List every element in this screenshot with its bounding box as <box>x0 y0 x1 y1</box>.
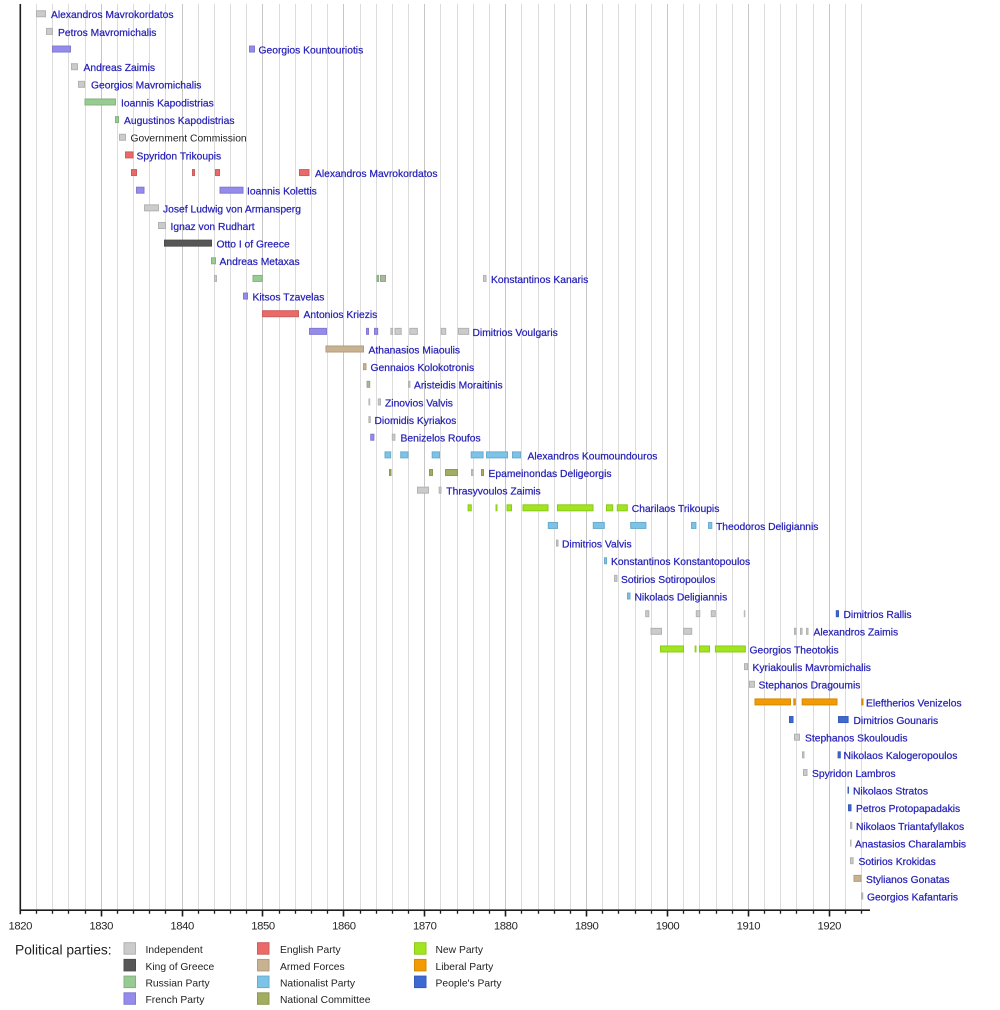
svg-text:Georgios Kafantaris: Georgios Kafantaris <box>867 892 958 903</box>
svg-text:Spyridon Lambros: Spyridon Lambros <box>812 769 896 780</box>
svg-text:Dimitrios Gounaris: Dimitrios Gounaris <box>854 716 939 727</box>
svg-text:Stephanos Skouloudis: Stephanos Skouloudis <box>805 734 907 745</box>
svg-text:Diomidis Kyriakos: Diomidis Kyriakos <box>375 416 457 427</box>
svg-text:Kitsos Tzavelas: Kitsos Tzavelas <box>253 292 325 303</box>
svg-text:Anastasios Charalambis: Anastasios Charalambis <box>855 839 966 850</box>
svg-text:1820: 1820 <box>9 920 33 932</box>
svg-text:People's Party: People's Party <box>436 979 503 990</box>
svg-text:1840: 1840 <box>170 920 194 932</box>
svg-text:1910: 1910 <box>737 920 761 932</box>
svg-text:Dimitrios Rallis: Dimitrios Rallis <box>844 610 912 621</box>
svg-text:Aristeidis Moraitinis: Aristeidis Moraitinis <box>414 381 503 392</box>
svg-text:Augustinos Kapodistrias: Augustinos Kapodistrias <box>124 116 234 127</box>
svg-text:Government Commission: Government Commission <box>131 134 247 145</box>
svg-text:Andreas Zaimis: Andreas Zaimis <box>84 63 156 74</box>
svg-text:1890: 1890 <box>575 920 599 932</box>
svg-text:Political parties:: Political parties: <box>15 943 112 958</box>
svg-text:1830: 1830 <box>89 920 113 932</box>
svg-text:Theodoros Deligiannis: Theodoros Deligiannis <box>716 522 818 533</box>
svg-text:Georgios Theotokis: Georgios Theotokis <box>750 645 839 656</box>
svg-text:Alexandros Zaimis: Alexandros Zaimis <box>814 628 899 639</box>
svg-text:Russian Party: Russian Party <box>146 979 211 990</box>
svg-text:Benizelos Roufos: Benizelos Roufos <box>401 434 481 445</box>
svg-text:Sotirios Krokidas: Sotirios Krokidas <box>859 857 936 868</box>
svg-text:Petros Protopapadakis: Petros Protopapadakis <box>856 804 960 815</box>
svg-text:Spyridon Trikoupis: Spyridon Trikoupis <box>137 151 222 162</box>
svg-text:Kyriakoulis Mavromichalis: Kyriakoulis Mavromichalis <box>753 663 871 674</box>
svg-text:Armed Forces: Armed Forces <box>280 962 345 973</box>
svg-text:Alexandros Mavrokordatos: Alexandros Mavrokordatos <box>315 169 437 180</box>
svg-text:Athanasios Miaoulis: Athanasios Miaoulis <box>369 345 461 356</box>
svg-text:Gennaios Kolokotronis: Gennaios Kolokotronis <box>371 363 475 374</box>
svg-text:Alexandros Koumoundouros: Alexandros Koumoundouros <box>528 451 658 462</box>
svg-text:Eleftherios Venizelos: Eleftherios Venizelos <box>866 698 962 709</box>
svg-text:National Committee: National Committee <box>280 995 371 1006</box>
svg-text:Petros Mavromichalis: Petros Mavromichalis <box>58 28 156 39</box>
svg-text:Zinovios Valvis: Zinovios Valvis <box>385 398 453 409</box>
svg-text:Sotirios Sotiropoulos: Sotirios Sotiropoulos <box>621 575 715 586</box>
svg-text:1920: 1920 <box>818 920 842 932</box>
svg-text:King of Greece: King of Greece <box>146 962 215 973</box>
svg-text:1860: 1860 <box>332 920 356 932</box>
svg-text:Dimitrios Voulgaris: Dimitrios Voulgaris <box>473 328 558 339</box>
svg-text:Stephanos Dragoumis: Stephanos Dragoumis <box>759 681 861 692</box>
svg-text:Konstantinos Kanaris: Konstantinos Kanaris <box>491 275 588 286</box>
svg-text:Nikolaos Triantafyllakos: Nikolaos Triantafyllakos <box>856 822 964 833</box>
svg-text:Ioannis Kolettis: Ioannis Kolettis <box>247 187 317 198</box>
svg-text:Stylianos Gonatas: Stylianos Gonatas <box>866 875 950 886</box>
svg-text:Alexandros Mavrokordatos: Alexandros Mavrokordatos <box>51 10 173 21</box>
svg-text:Dimitrios Valvis: Dimitrios Valvis <box>562 540 632 551</box>
svg-text:Charilaos Trikoupis: Charilaos Trikoupis <box>632 504 720 515</box>
svg-text:Nikolaos Stratos: Nikolaos Stratos <box>853 787 928 798</box>
svg-text:Nikolaos Deligiannis: Nikolaos Deligiannis <box>635 592 728 603</box>
svg-text:Konstantinos Konstantopoulos: Konstantinos Konstantopoulos <box>611 557 750 568</box>
svg-text:Ioannis Kapodistrias: Ioannis Kapodistrias <box>121 98 214 109</box>
svg-text:New Party: New Party <box>436 945 484 956</box>
svg-text:Nationalist Party: Nationalist Party <box>280 979 356 990</box>
svg-text:French Party: French Party <box>146 995 206 1006</box>
svg-text:Georgios Mavromichalis: Georgios Mavromichalis <box>91 81 201 92</box>
svg-text:Ignaz von Rudhart: Ignaz von Rudhart <box>171 222 255 233</box>
svg-text:Antonios Kriezis: Antonios Kriezis <box>304 310 378 321</box>
svg-text:Georgios Kountouriotis: Georgios Kountouriotis <box>259 45 364 56</box>
svg-text:Epameinondas Deligeorgis: Epameinondas Deligeorgis <box>489 469 612 480</box>
svg-text:Andreas Metaxas: Andreas Metaxas <box>220 257 300 268</box>
svg-text:1850: 1850 <box>251 920 275 932</box>
svg-text:1870: 1870 <box>413 920 437 932</box>
svg-text:1880: 1880 <box>494 920 518 932</box>
svg-text:Independent: Independent <box>146 945 203 956</box>
svg-text:Otto I of Greece: Otto I of Greece <box>217 240 291 251</box>
svg-text:English Party: English Party <box>280 945 342 956</box>
svg-text:1900: 1900 <box>656 920 680 932</box>
svg-text:Josef Ludwig von Armansperg: Josef Ludwig von Armansperg <box>163 204 301 215</box>
svg-text:Thrasyvoulos Zaimis: Thrasyvoulos Zaimis <box>446 487 540 498</box>
svg-text:Liberal Party: Liberal Party <box>436 962 495 973</box>
svg-text:Nikolaos Kalogeropoulos: Nikolaos Kalogeropoulos <box>844 751 958 762</box>
